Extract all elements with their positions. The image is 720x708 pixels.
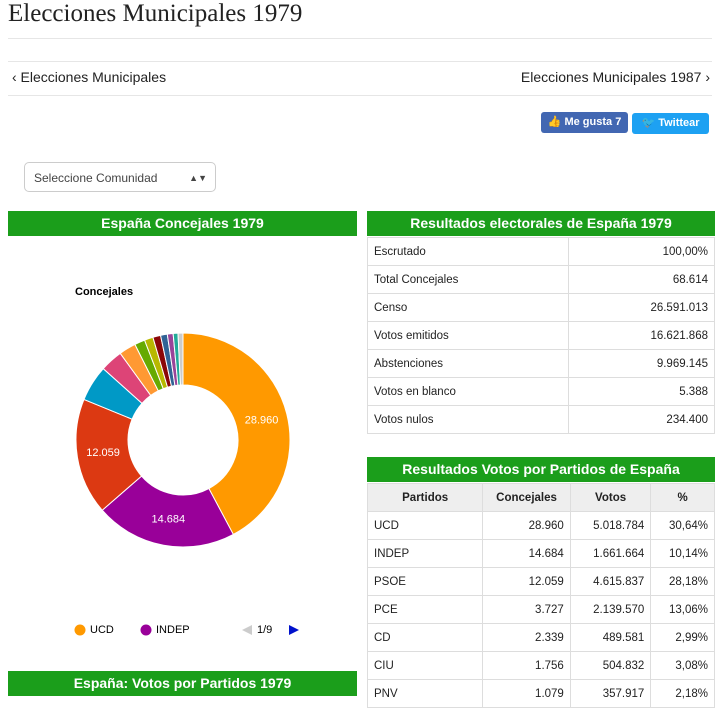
- like-count: 7: [615, 116, 622, 128]
- cell-value: 13,06%: [650, 595, 715, 624]
- cell-value: 1.661.664: [569, 539, 652, 568]
- panel-heading: España: Votos por Partidos 1979: [8, 671, 357, 696]
- donut-chart: Concejales 28.960 14.684 12.059 UCD INDEP 1/9: [74, 286, 299, 636]
- panel-heading: Resultados electorales de España 1979: [367, 211, 715, 236]
- legend-label: UCD: [90, 624, 114, 636]
- cell-label: PNV: [366, 679, 484, 708]
- cell-label: UCD: [366, 511, 484, 540]
- cell-value: 12.059: [482, 567, 571, 596]
- cell-label: Votos emitidos: [366, 321, 570, 350]
- cell-value: 504.832: [569, 651, 652, 680]
- donut-slice: [177, 332, 184, 386]
- cell-value: 2.139.570: [569, 595, 652, 624]
- chart-title: Concejales: [75, 286, 133, 298]
- cell-value: 357.917: [569, 679, 652, 708]
- column-header: Votos: [569, 483, 652, 512]
- tweet-label: Twittear: [658, 117, 700, 129]
- cell-value: 3,08%: [650, 651, 715, 680]
- region-select[interactable]: Seleccione Comunidad ▲▼: [24, 162, 216, 192]
- cell-label: Total Concejales: [366, 265, 570, 294]
- cell-value: 2.339: [482, 623, 571, 652]
- cell-label: Abstenciones: [366, 349, 570, 378]
- donut-slice: [182, 332, 291, 536]
- legend-page: 1/9: [257, 624, 272, 636]
- cell-value: 1.079: [482, 679, 571, 708]
- table-row: Escrutado 100,00%: [366, 237, 715, 266]
- cell-value: 5.018.784: [569, 511, 652, 540]
- table-row: Votos nulos 234.400: [366, 405, 715, 434]
- legend-swatch: [140, 624, 152, 636]
- table-row: CIU 1.756 504.832 3,08%: [366, 651, 715, 680]
- slice-label: 28.960: [245, 414, 279, 426]
- cell-value: 100,00%: [568, 237, 715, 266]
- legend-prev: [242, 625, 252, 635]
- cell-value: 234.400: [568, 405, 715, 434]
- cell-label: Votos nulos: [366, 405, 570, 434]
- table-row: UCD 28.960 5.018.784 30,64%: [366, 511, 715, 540]
- panel-heading: Resultados Votos por Partidos de España: [367, 457, 715, 482]
- legend-next: [289, 625, 299, 635]
- cell-label: Escrutado: [366, 237, 570, 266]
- cell-label: Votos en blanco: [366, 377, 570, 406]
- prev-link[interactable]: ‹ Elecciones Municipales: [12, 69, 167, 85]
- cell-label: PCE: [366, 595, 484, 624]
- table-row: Total Concejales 68.614: [366, 265, 715, 294]
- table-row: Votos emitidos 16.621.868: [366, 321, 715, 350]
- cell-label: INDEP: [366, 539, 484, 568]
- donut-slice: [101, 475, 234, 548]
- next-link[interactable]: Elecciones Municipales 1987 ›: [520, 69, 710, 85]
- column-header: %: [650, 483, 715, 512]
- panel-heading: España Concejales 1979: [8, 211, 357, 236]
- legend-label: INDEP: [156, 624, 190, 636]
- select-text: Seleccione Comunidad: [34, 171, 158, 185]
- cell-value: 28.960: [482, 511, 571, 540]
- parties-table: Partidos Concejales Votos% UCD 28.960 5.018.7…: [366, 483, 715, 708]
- cell-value: 1.756: [482, 651, 571, 680]
- page-title: Elecciones Municipales 1979: [8, 0, 303, 27]
- slice-label: 12.059: [86, 447, 120, 459]
- cell-value: 2,99%: [650, 623, 715, 652]
- header-row: Partidos Concejales Votos%: [366, 483, 715, 512]
- legend-swatch: [74, 624, 86, 636]
- divider: [8, 61, 712, 62]
- table-row: Votos en blanco 5.388: [366, 377, 715, 406]
- cell-value: 26.591.013: [568, 293, 715, 322]
- cell-value: 68.614: [568, 265, 715, 294]
- cell-value: 9.969.145: [568, 349, 715, 378]
- table-row: PNV 1.079 357.917 2,18%: [366, 679, 715, 708]
- cell-value: 10,14%: [650, 539, 715, 568]
- cell-value: 14.684: [482, 539, 571, 568]
- cell-value: 4.615.837: [569, 567, 652, 596]
- cell-label: CIU: [366, 651, 484, 680]
- results-table: Escrutado 100,00% Total Concejales 68.614 Ce…: [366, 237, 715, 434]
- like-label: Me gusta: [564, 116, 613, 128]
- cell-label: Censo: [366, 293, 570, 322]
- table-row: Censo 26.591.013: [366, 293, 715, 322]
- cell-label: CD: [366, 623, 484, 652]
- table-row: CD 2.339 489.581 2,99%: [366, 623, 715, 652]
- cell-value: 28,18%: [650, 567, 715, 596]
- divider: [8, 95, 712, 96]
- column-header: Partidos: [366, 483, 484, 512]
- cell-value: 2,18%: [650, 679, 715, 708]
- table-row: INDEP 14.684 1.661.664 10,14%: [366, 539, 715, 568]
- table-row: PSOE 12.059 4.615.837 28,18%: [366, 567, 715, 596]
- table-row: PCE 3.727 2.139.570 13,06%: [366, 595, 715, 624]
- cell-value: 16.621.868: [568, 321, 715, 350]
- cell-label: PSOE: [366, 567, 484, 596]
- cell-value: 3.727: [482, 595, 571, 624]
- cell-value: 489.581: [569, 623, 652, 652]
- tweet-button[interactable]: 🐦 Twittear: [632, 113, 709, 134]
- cell-value: 30,64%: [650, 511, 715, 540]
- like-button[interactable]: 👍 Me gusta 7: [541, 112, 628, 133]
- divider: [8, 38, 712, 39]
- table-row: Abstenciones 9.969.145: [366, 349, 715, 378]
- slice-label: 14.684: [151, 514, 185, 526]
- cell-value: 5.388: [568, 377, 715, 406]
- column-header: Concejales: [482, 483, 571, 512]
